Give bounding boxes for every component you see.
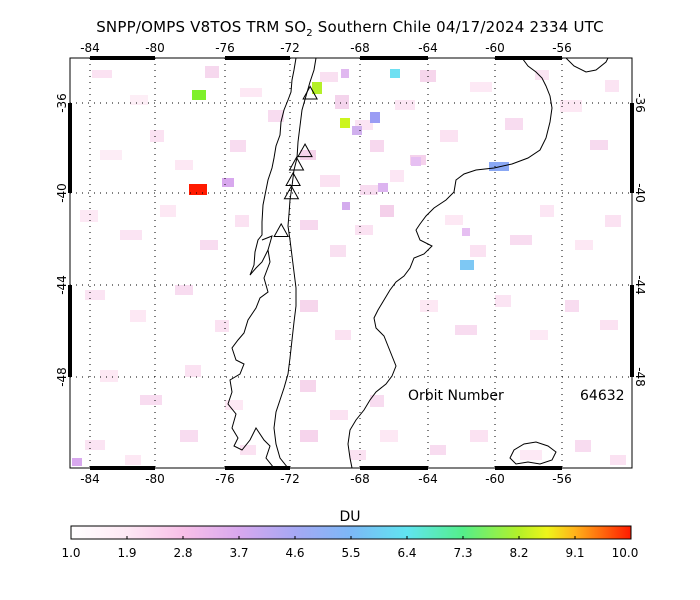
- triangle-icon: [283, 185, 300, 200]
- left-lat-label: -36: [55, 93, 69, 113]
- colorbar-label: 2.8: [173, 546, 192, 560]
- top-lon-label: -60: [485, 41, 505, 55]
- triangle-icon: [273, 222, 290, 237]
- top-lon-label: -68: [350, 41, 370, 55]
- colorbar-label: 1.0: [61, 546, 80, 560]
- orbit-number-value: 64632: [580, 388, 625, 404]
- colorbar-label: 5.5: [341, 546, 360, 560]
- triangle-icon: [288, 156, 305, 171]
- top-lon-label: -80: [145, 41, 165, 55]
- colorbar-label: 6.4: [397, 546, 416, 560]
- colorbar-label: 10.0: [612, 546, 639, 560]
- top-lon-label: -64: [418, 41, 438, 55]
- right-lat-label: -44: [633, 275, 647, 295]
- triangle-icon: [297, 143, 313, 158]
- frame-ticks: [68, 56, 634, 470]
- bottom-lon-label: -56: [552, 472, 572, 486]
- map-title: SNPP/OMPS V8TOS TRM SO2 Southern Chile 0…: [96, 18, 604, 39]
- bottom-lon-label: -64: [418, 472, 438, 486]
- colorbar-label: 9.1: [565, 546, 584, 560]
- right-lat-label: -48: [633, 367, 647, 387]
- left-lat-label: -40: [55, 183, 69, 203]
- islands-west-patagonia: [261, 235, 273, 251]
- orbit-number-label: Orbit Number: [408, 388, 504, 404]
- top-lon-labels: -84 -80 -76 -72 -68 -64 -60 -56: [80, 41, 572, 55]
- top-lon-label: -72: [280, 41, 300, 55]
- colorbar-label: 4.6: [285, 546, 304, 560]
- bottom-lon-label: -60: [485, 472, 505, 486]
- colorbar-label: 3.7: [229, 546, 248, 560]
- colorbar-label: 7.3: [453, 546, 472, 560]
- chile-pacific-coastline: [227, 58, 297, 468]
- colorbar-label: 8.2: [509, 546, 528, 560]
- uruguay-coast: [565, 58, 609, 73]
- triangle-icon: [302, 85, 318, 100]
- top-lon-label: -56: [552, 41, 572, 55]
- triangle-icon: [285, 171, 301, 186]
- bottom-lon-label: -76: [215, 472, 235, 486]
- graticule: [70, 58, 632, 468]
- colorbar-units: DU: [339, 509, 360, 525]
- bottom-lon-label: -80: [145, 472, 165, 486]
- bottom-lon-label: -72: [280, 472, 300, 486]
- colorbar-label: 1.9: [117, 546, 136, 560]
- top-lon-label: -76: [215, 41, 235, 55]
- right-lat-label: -40: [633, 183, 647, 203]
- top-lon-label: -84: [80, 41, 100, 55]
- tierra-del-fuego: [509, 441, 557, 465]
- andes-border-line: [273, 58, 317, 468]
- bottom-lon-label: -68: [350, 472, 370, 486]
- coastlines: [227, 58, 609, 468]
- left-lat-label: -44: [55, 275, 69, 295]
- left-lat-labels: -36 -40 -44 -48: [55, 93, 69, 387]
- right-lat-labels: -36 -40 -44 -48: [633, 93, 647, 387]
- volcano-markers: [273, 85, 318, 237]
- bottom-lon-labels: -84 -80 -76 -72 -68 -64 -60 -56: [80, 472, 572, 486]
- bottom-lon-label: -84: [80, 472, 100, 486]
- colorbar-ticks: [126, 536, 576, 539]
- map-frame: [69, 57, 633, 469]
- colorbar-labels: 1.0 1.9 2.8 3.7 4.6 5.5 6.4 7.3 8.2 9.1 …: [61, 546, 638, 560]
- right-lat-label: -36: [633, 93, 647, 113]
- left-lat-label: -48: [55, 367, 69, 387]
